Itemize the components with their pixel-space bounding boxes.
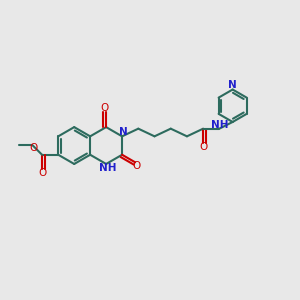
- Text: O: O: [199, 142, 207, 152]
- Text: O: O: [100, 103, 109, 113]
- Text: N: N: [228, 80, 237, 90]
- Text: O: O: [30, 142, 38, 153]
- Text: NH: NH: [211, 119, 228, 130]
- Text: O: O: [133, 161, 141, 171]
- Text: NH: NH: [99, 163, 116, 173]
- Text: O: O: [38, 168, 46, 178]
- Text: N: N: [119, 128, 128, 137]
